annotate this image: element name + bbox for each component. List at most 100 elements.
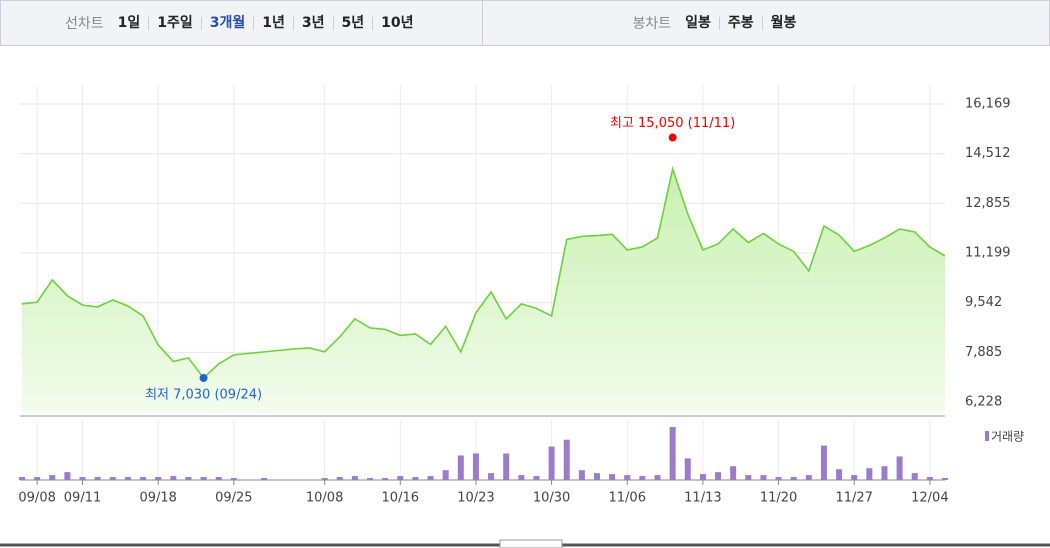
volume-bar <box>64 472 71 480</box>
volume-bar <box>760 475 767 480</box>
volume-bar <box>805 475 812 480</box>
y-tick-label: 6,228 <box>965 395 1002 410</box>
volume-bar <box>94 477 101 480</box>
volume-bar <box>79 477 86 480</box>
scroll-tab <box>499 539 563 548</box>
volume-bar <box>321 478 328 480</box>
volume-bar <box>639 476 646 480</box>
volume-bar <box>926 477 933 480</box>
volume-bar <box>745 475 752 480</box>
period-tab[interactable]: 1일 <box>117 14 141 31</box>
volume-bar <box>170 476 177 480</box>
volume-bar <box>397 476 404 480</box>
volume-bar <box>593 473 600 480</box>
volume-bar <box>34 477 41 480</box>
volume-bar <box>775 477 782 480</box>
period-tab[interactable]: 1주일 <box>148 16 201 30</box>
volume-bar <box>427 476 434 480</box>
volume-bar <box>185 477 192 480</box>
x-tick-label: 10/23 <box>457 491 494 506</box>
volume-bar <box>382 478 389 480</box>
price-area <box>22 169 945 412</box>
period-tab[interactable]: 3년 <box>292 16 333 30</box>
volume-bar <box>124 477 131 480</box>
x-tick-label: 11/20 <box>760 491 797 506</box>
legend-swatch <box>985 431 989 441</box>
x-tick-label: 11/13 <box>684 491 721 506</box>
period-tab[interactable]: 일봉 <box>685 14 711 31</box>
period-tab[interactable]: 5년 <box>332 16 373 30</box>
volume-bar <box>140 477 147 480</box>
line-chart-tabs: 선차트 1일 1주일 3개월 1년 3년 5년 10년 <box>1 1 483 45</box>
volume-bar <box>230 478 237 480</box>
volume-bar <box>699 474 706 480</box>
volume-bar <box>215 477 222 480</box>
volume-bar <box>367 478 374 480</box>
volume-bar <box>790 477 797 480</box>
x-tick-label: 09/08 <box>18 491 55 506</box>
y-tick-label: 7,885 <box>965 345 1002 360</box>
volume-bar <box>896 456 903 480</box>
extreme-marker <box>199 373 208 382</box>
volume-bar <box>836 469 843 480</box>
legend-label: 거래량 <box>991 430 1024 444</box>
extreme-label: 최저 7,030 (09/24) <box>145 387 262 402</box>
period-tab[interactable]: 월봉 <box>761 16 805 30</box>
volume-bar <box>942 478 948 480</box>
volume-bar <box>684 458 691 480</box>
volume-bar <box>669 426 676 480</box>
volume-bar <box>609 474 616 480</box>
period-tab[interactable]: 3개월 <box>200 16 254 30</box>
period-tab[interactable]: 주봉 <box>718 16 762 30</box>
x-tick-label: 11/06 <box>609 491 646 506</box>
period-tab[interactable]: 1년 <box>253 16 293 30</box>
volume-bar <box>881 466 888 480</box>
volume-bar <box>261 478 268 480</box>
y-tick-label: 9,542 <box>965 295 1002 310</box>
volume-bar <box>457 455 464 480</box>
volume-bar <box>19 477 25 480</box>
x-tick-label: 10/08 <box>306 491 343 506</box>
toolbar: 선차트 1일 1주일 3개월 1년 3년 5년 10년 봉차트 일봉 주봉 월봉 <box>0 0 1050 46</box>
volume-bar <box>866 468 873 480</box>
volume-bar <box>155 477 162 480</box>
volume-bar <box>49 475 56 480</box>
x-tick-label: 10/16 <box>382 491 419 506</box>
period-tab[interactable]: 10년 <box>372 16 421 30</box>
y-tick-label: 16,169 <box>965 97 1011 112</box>
volume-bar <box>351 476 358 480</box>
line-chart-label: 선차트 <box>65 16 104 32</box>
y-tick-label: 14,512 <box>965 146 1011 161</box>
extreme-label: 최고 15,050 (11/11) <box>610 116 735 131</box>
candle-chart-tabs: 봉차트 일봉 주봉 월봉 <box>483 1 1050 45</box>
x-tick-label: 09/25 <box>215 491 252 506</box>
volume-bar <box>654 475 661 480</box>
volume-bar <box>715 472 722 480</box>
candle-chart-label: 봉차트 <box>632 16 672 32</box>
volume-bar <box>200 477 207 480</box>
volume-bar <box>548 446 555 480</box>
volume-bar <box>730 466 737 480</box>
y-tick-label: 11,199 <box>965 245 1011 260</box>
x-tick-label: 12/04 <box>911 491 948 506</box>
volume-bar <box>851 475 858 480</box>
x-tick-label: 11/27 <box>835 491 872 506</box>
price-line <box>21 166 946 380</box>
volume-bar <box>336 477 343 480</box>
volume-bar <box>109 477 116 480</box>
volume-bar <box>578 470 585 480</box>
volume-bar <box>412 477 419 480</box>
volume-bar <box>624 475 631 480</box>
extreme-marker <box>668 133 677 142</box>
volume-bar <box>518 475 525 480</box>
volume-bar <box>563 439 570 480</box>
x-tick-label: 09/11 <box>64 491 101 506</box>
y-tick-label: 12,855 <box>965 196 1011 211</box>
volume-bar <box>911 473 918 480</box>
volume-bar <box>442 470 449 480</box>
volume-bar <box>533 476 540 480</box>
x-tick-label: 09/18 <box>139 491 176 506</box>
volume-bar <box>820 445 827 480</box>
